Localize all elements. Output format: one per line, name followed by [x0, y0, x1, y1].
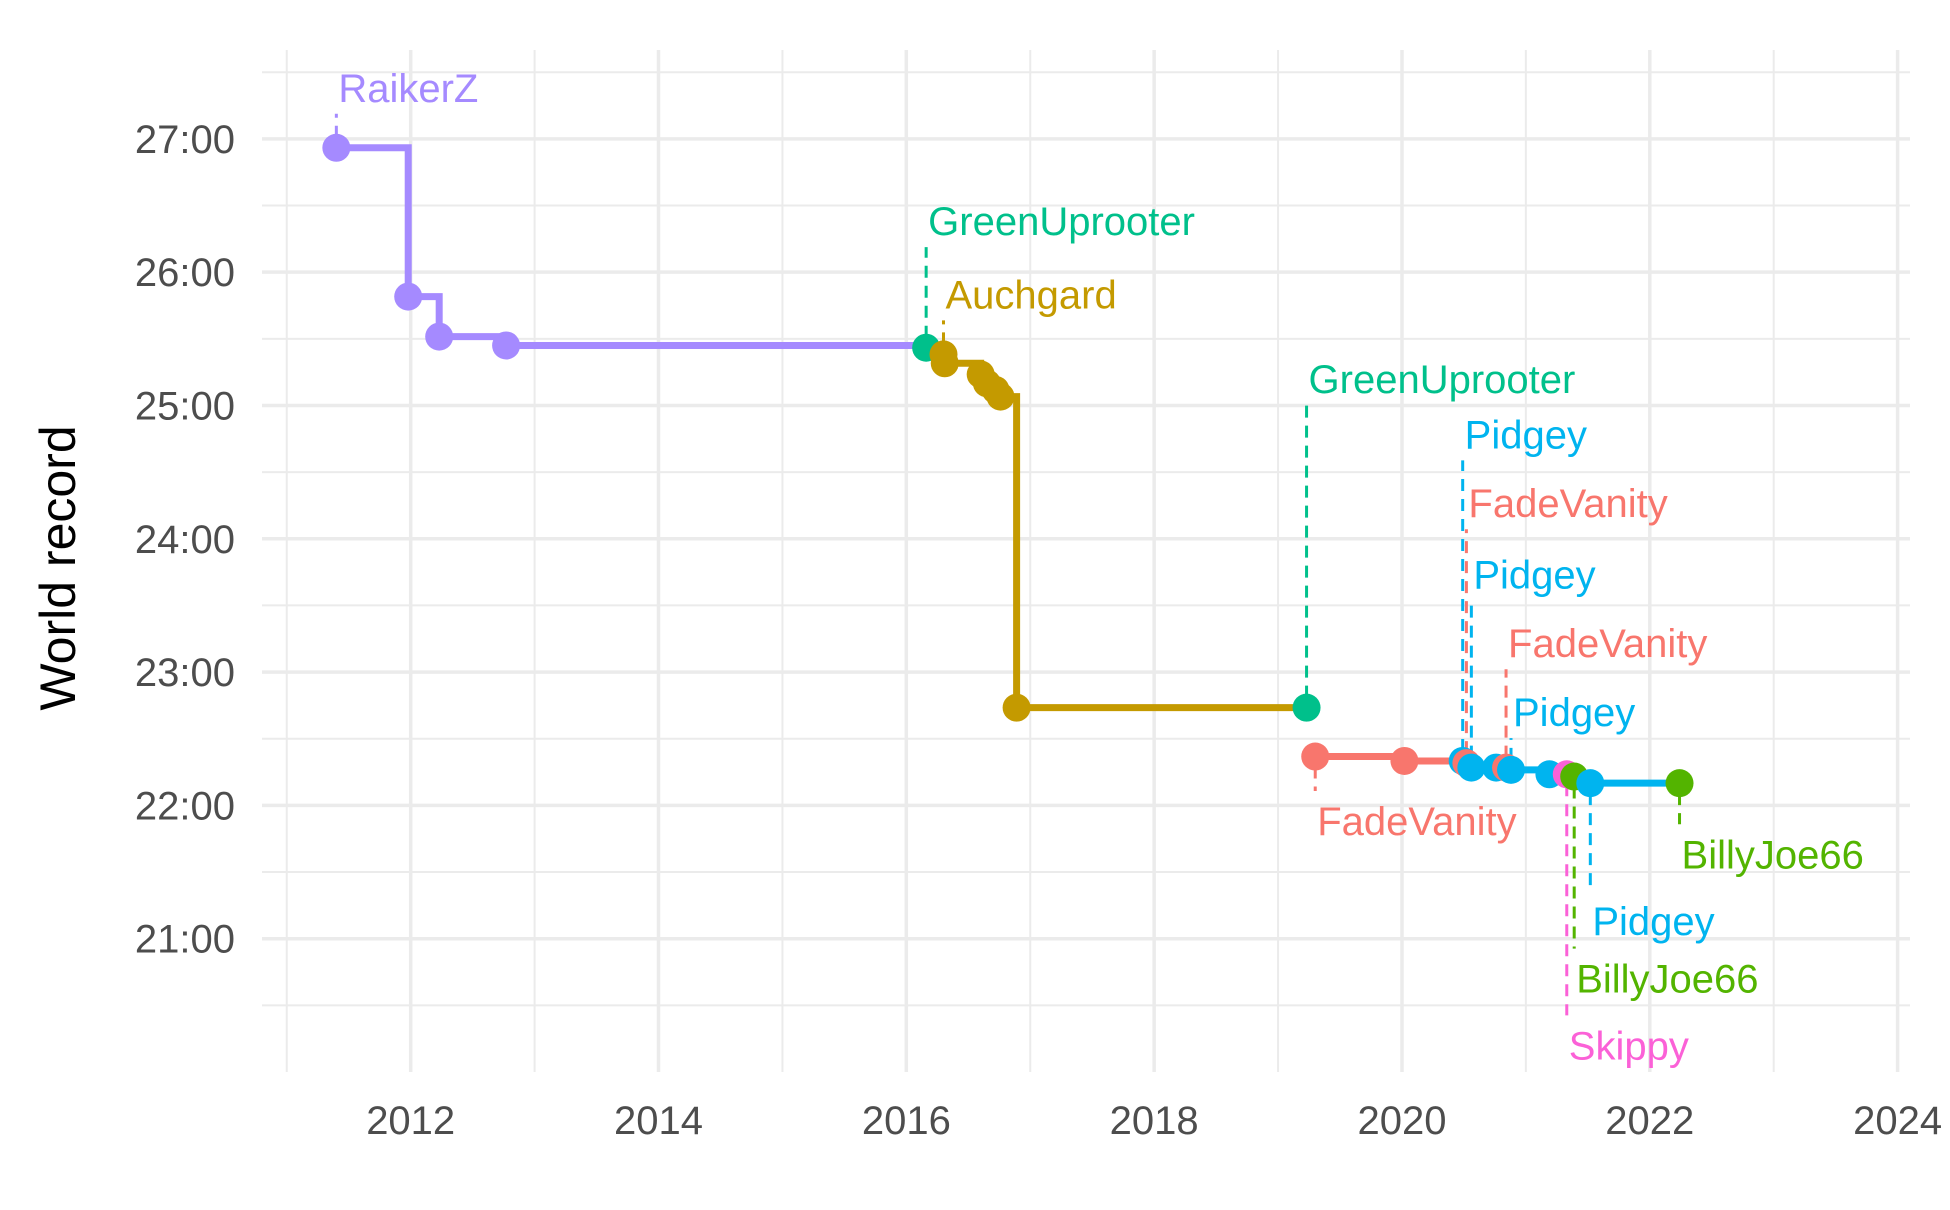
runner-label: RaikerZ	[338, 67, 478, 111]
runner-label: Auchgard	[946, 273, 1117, 317]
runner-label: FadeVanity	[1508, 622, 1707, 666]
record-points	[322, 133, 1694, 798]
record-point-auchgard	[930, 349, 959, 378]
runner-label: Pidgey	[1592, 900, 1714, 944]
annotation-guides	[334, 113, 1682, 1016]
runner-label: GreenUprooter	[1309, 358, 1576, 402]
runner-label: BillyJoe66	[1576, 958, 1758, 1002]
x-tick-label: 2018	[1110, 1099, 1199, 1143]
step-line-fadevanity	[1315, 753, 1463, 765]
record-point-raikerz	[322, 133, 351, 162]
y-tick-label: 21:00	[135, 918, 235, 962]
record-point-auchgard	[986, 382, 1015, 411]
x-tick-label: 2020	[1357, 1099, 1446, 1143]
record-point-greenuprooter	[1292, 693, 1321, 722]
y-axis-title: World record	[30, 425, 86, 710]
runner-label: FadeVanity	[1317, 800, 1516, 844]
record-point-billyjoe66	[1665, 769, 1694, 798]
record-point-raikerz	[394, 282, 423, 311]
runner-labels: RaikerZ GreenUprooter Auchgard GreenUproote…	[338, 67, 1864, 1069]
y-tick-label: 22:00	[135, 784, 235, 828]
record-point-pidgey	[1497, 755, 1526, 784]
record-point-auchgard	[1002, 693, 1031, 722]
record-point-fadevanity	[1301, 742, 1330, 771]
record-point-raikerz	[492, 331, 521, 360]
step-line-raikerz	[336, 144, 927, 349]
record-point-raikerz	[425, 322, 454, 351]
x-tick-label: 2016	[862, 1099, 951, 1143]
y-tick-label: 23:00	[135, 651, 235, 695]
y-tick-label: 27:00	[135, 118, 235, 162]
x-tick-label: 2014	[614, 1099, 703, 1143]
x-tick-label: 2012	[366, 1099, 455, 1143]
axis-layer: World record 2012 2014 2016 2018 2020 2022 202…	[30, 118, 1942, 1143]
runner-label: GreenUprooter	[928, 200, 1195, 244]
y-tick-label: 25:00	[135, 384, 235, 428]
runner-label: FadeVanity	[1468, 482, 1667, 526]
record-point-fadevanity	[1390, 746, 1419, 775]
y-tick-label: 24:00	[135, 518, 235, 562]
record-point-pidgey	[1576, 769, 1605, 798]
runner-label: Pidgey	[1473, 553, 1595, 597]
runner-label: Skippy	[1569, 1024, 1689, 1068]
x-tick-label: 2024	[1853, 1099, 1942, 1143]
runner-label: BillyJoe66	[1682, 833, 1864, 877]
grid-layer	[262, 50, 1910, 1072]
runner-label: Pidgey	[1465, 413, 1587, 457]
runner-label: Pidgey	[1513, 691, 1635, 735]
x-tick-label: 2022	[1605, 1099, 1694, 1143]
y-tick-label: 26:00	[135, 251, 235, 295]
record-point-pidgey	[1457, 753, 1486, 782]
